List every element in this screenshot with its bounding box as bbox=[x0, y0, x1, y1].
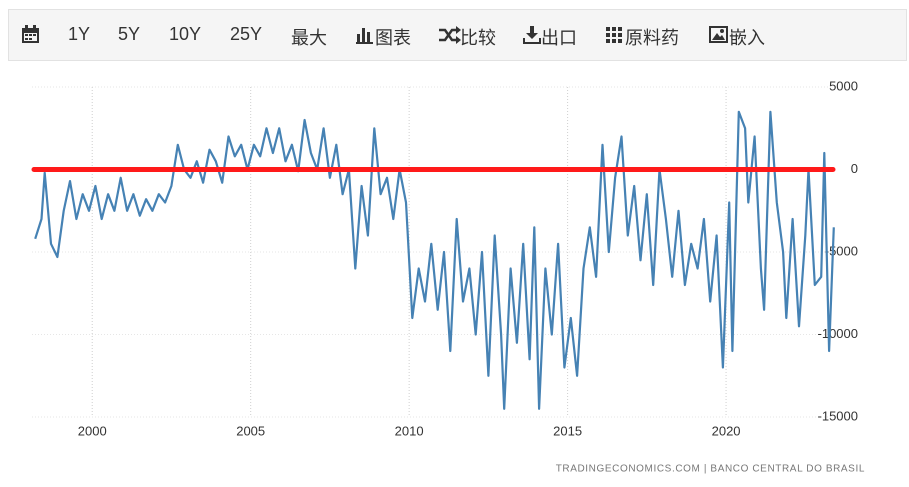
x-tick-label: 2020 bbox=[712, 423, 741, 438]
y-tick-label: -5000 bbox=[825, 243, 858, 258]
chart-button[interactable]: 图表 bbox=[375, 28, 411, 48]
toolbar: 1Y 5Y 10Y 25Y 最大 图表 比较 出口 原料药 嵌入 bbox=[8, 9, 907, 61]
range-button[interactable]: 10Y bbox=[169, 24, 202, 44]
commodity-button[interactable]: 原料药 bbox=[625, 28, 679, 48]
grid-icon[interactable] bbox=[606, 27, 624, 45]
image-icon[interactable] bbox=[709, 26, 729, 44]
chart-icon[interactable] bbox=[356, 26, 374, 44]
export-button[interactable]: 出口 bbox=[541, 28, 577, 48]
x-tick-label: 2005 bbox=[236, 423, 265, 438]
data-line bbox=[34, 110, 835, 410]
compare-button[interactable]: 比较 bbox=[460, 28, 496, 48]
x-tick-label: 2015 bbox=[553, 423, 582, 438]
x-tick-label: 2010 bbox=[395, 423, 424, 438]
range-button[interactable]: 5Y bbox=[118, 24, 141, 44]
download-icon[interactable] bbox=[523, 26, 541, 44]
y-tick-label: 0 bbox=[851, 161, 858, 176]
source-label: TRADINGECONOMICS.COM | BANCO CENTRAL DO … bbox=[556, 464, 865, 475]
y-tick-label: -10000 bbox=[818, 326, 858, 341]
y-tick-label: -15000 bbox=[818, 408, 858, 423]
range-button[interactable]: 1Y bbox=[68, 24, 91, 44]
compare-icon[interactable] bbox=[439, 26, 461, 44]
calendar-icon[interactable] bbox=[21, 25, 41, 45]
range-button[interactable]: 最大 bbox=[291, 28, 327, 48]
embed-button[interactable]: 嵌入 bbox=[729, 28, 765, 48]
range-button[interactable]: 25Y bbox=[230, 24, 263, 44]
y-tick-label: 5000 bbox=[829, 78, 858, 93]
x-tick-label: 2000 bbox=[78, 423, 107, 438]
